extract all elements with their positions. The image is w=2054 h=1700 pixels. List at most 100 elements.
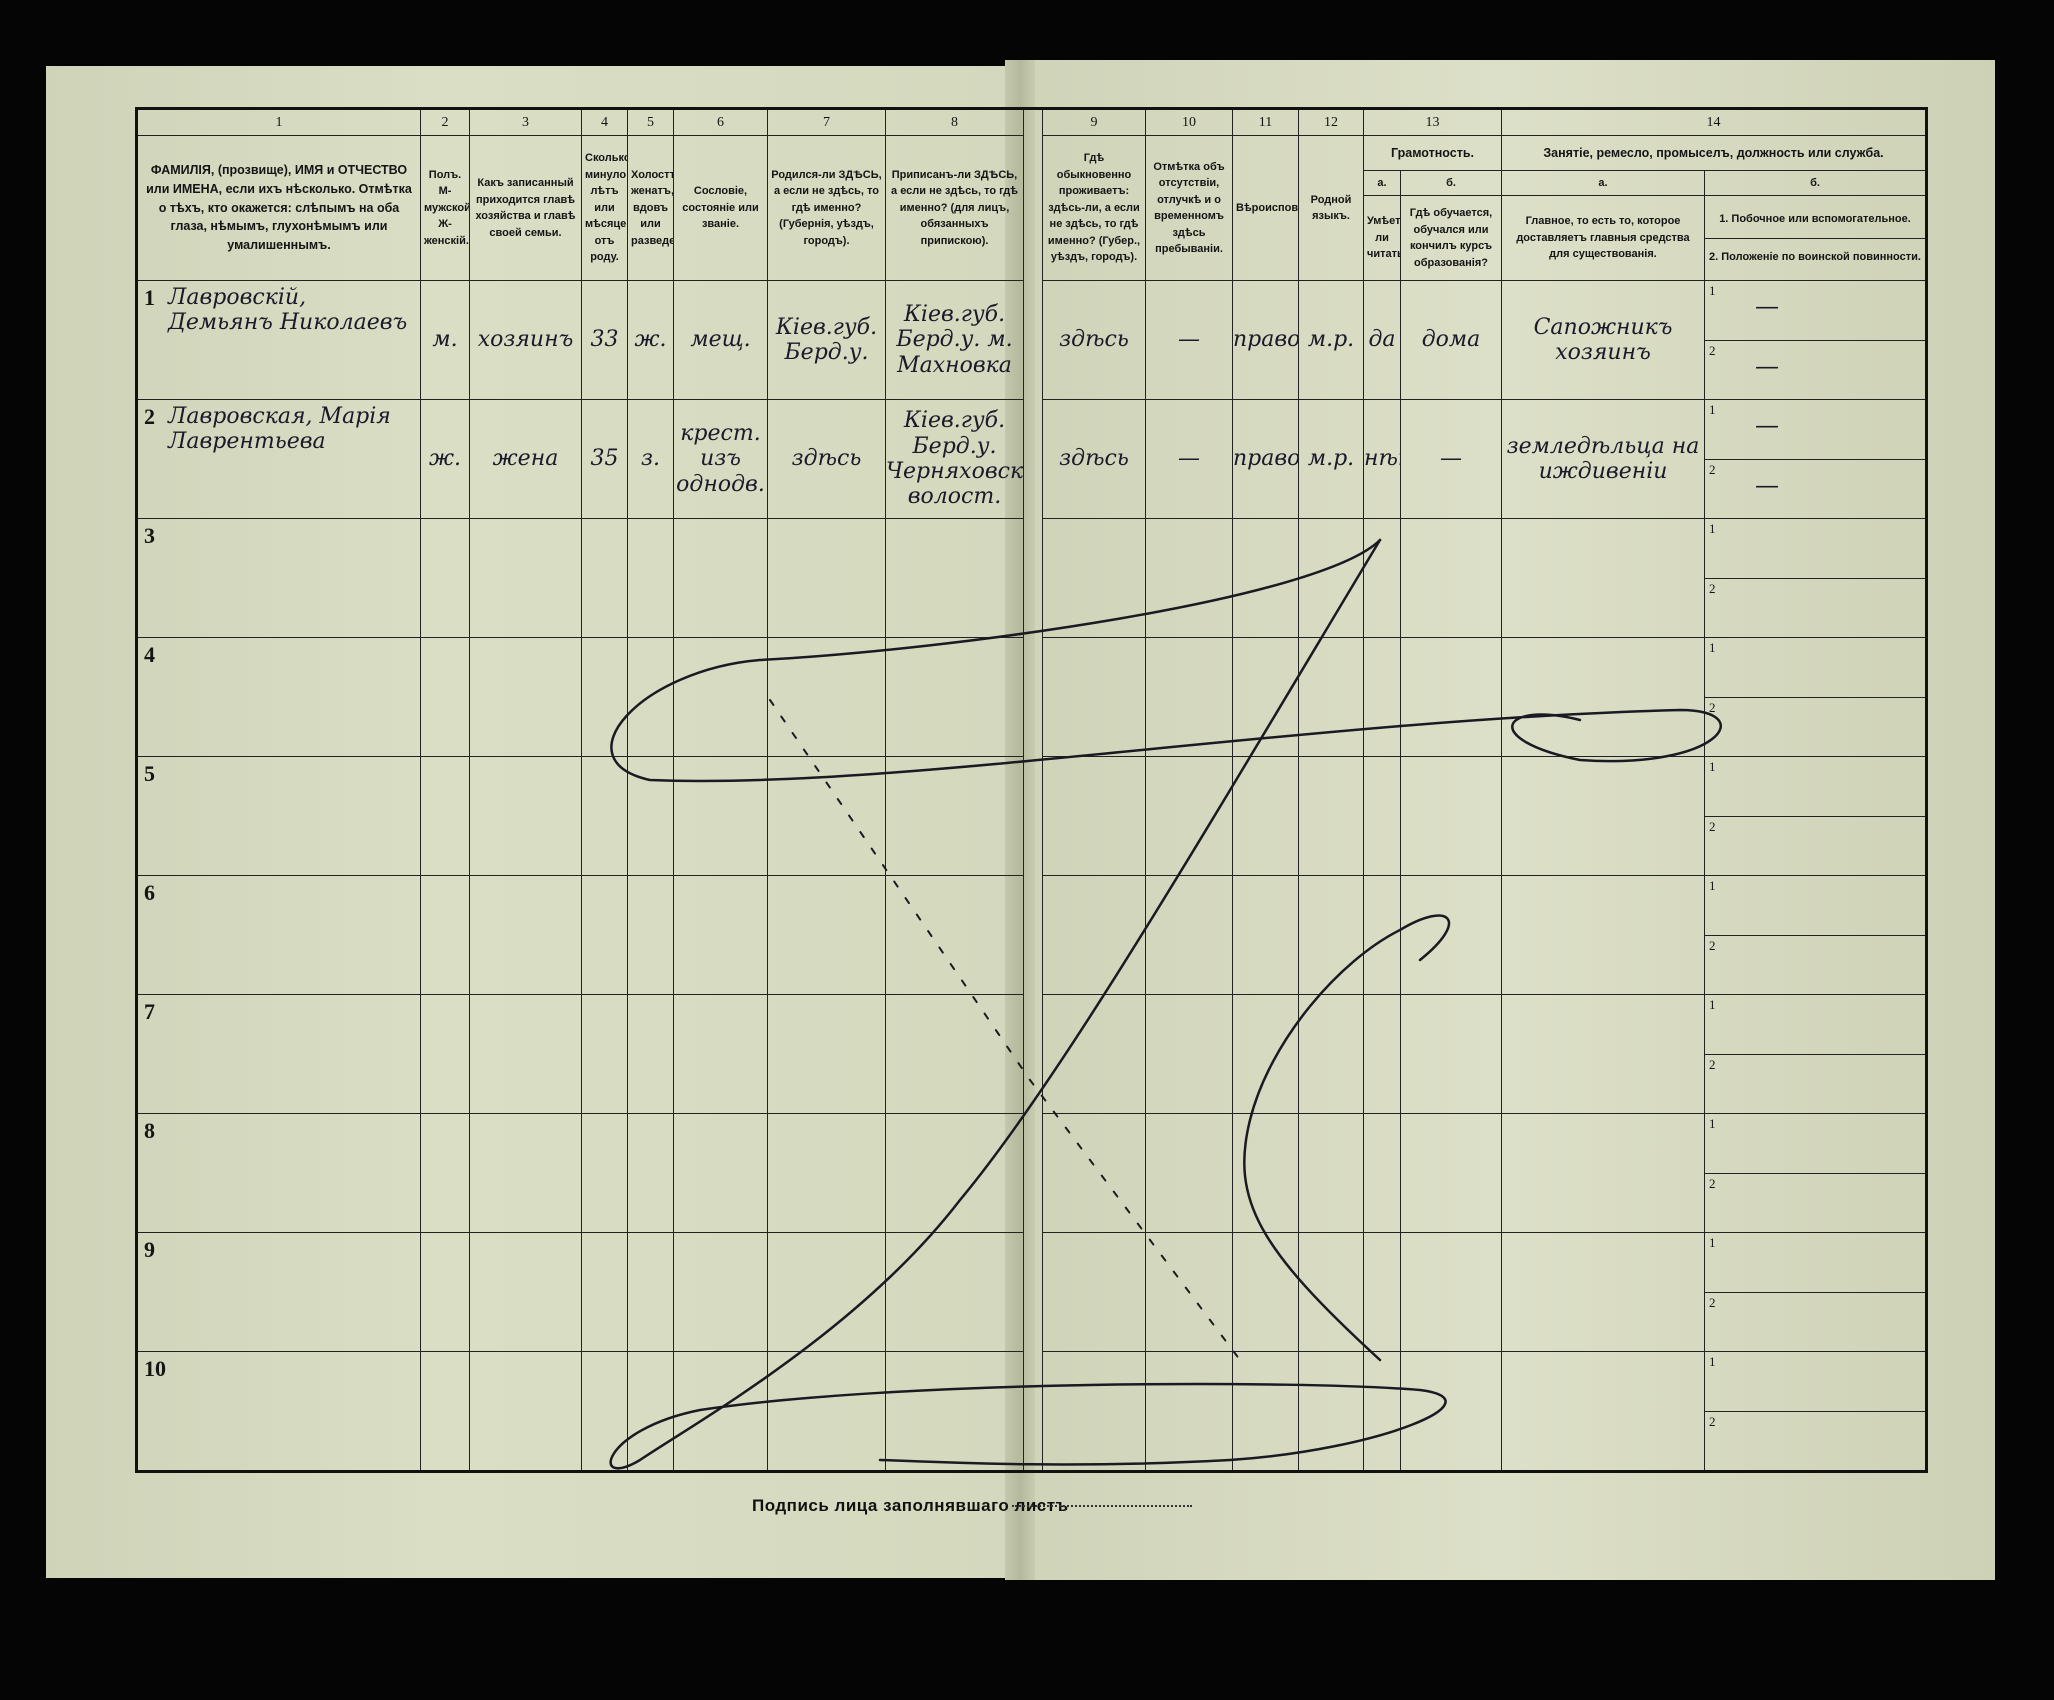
header-relation: Какъ записанный приходится главѣ хозяйст…	[469, 135, 582, 281]
cell-side-occupation-military: 1 2	[1704, 1232, 1927, 1352]
cell-education	[1400, 637, 1502, 757]
row-number: 4	[144, 642, 155, 667]
cell-registered	[885, 1232, 1024, 1352]
header-language: Родной языкъ.	[1298, 135, 1364, 281]
cell-sex	[420, 1113, 470, 1233]
cell-occupation-main	[1501, 756, 1705, 876]
cell-absence	[1145, 518, 1233, 638]
cell-registered	[885, 994, 1024, 1114]
header-marital: Холостъ, женатъ, вдовъ или разведенъ.	[627, 135, 674, 281]
row-number: 1	[144, 285, 155, 310]
header-birthplace: Родился-ли ЗДѢСЬ, а если не здѣсь, то гд…	[767, 135, 886, 281]
cell-education: дома	[1400, 280, 1502, 400]
cell-marital	[627, 637, 674, 757]
cell-birthplace	[767, 637, 886, 757]
cell-religion	[1232, 637, 1299, 757]
language-value: м.р.	[1307, 446, 1355, 472]
cell-birthplace	[767, 1351, 886, 1472]
cell-name: 2 Лавровская, Марія Лаврентьева	[136, 399, 421, 519]
subrow-label: 1	[1709, 759, 1716, 774]
subrow-label: 1	[1709, 283, 1716, 298]
header-can-read: Умѣетъ-ли читать?	[1363, 195, 1401, 281]
subrow-label: 2	[1709, 937, 1716, 953]
cell-side-occupation-military: 1 2	[1704, 637, 1927, 757]
gutter-column	[1023, 875, 1043, 995]
table-row: 2 Лавровская, Марія Лаврентьева ж. жена 35 з.…	[136, 399, 1927, 519]
cell-occupation-main	[1501, 637, 1705, 757]
header-registered: Приписанъ-ли ЗДѢСЬ, а если не здѣсь, то …	[885, 135, 1024, 281]
cell-estate	[673, 1351, 768, 1472]
cell-literate: да	[1363, 280, 1401, 400]
cell-religion: правосл.	[1232, 280, 1299, 400]
cell-marital	[627, 994, 674, 1114]
religion-value: правосл.	[1233, 446, 1298, 472]
sex-value: ж.	[428, 446, 461, 472]
cell-education: —	[1400, 399, 1502, 519]
registered-value: Кіев.губ. Берд.у. Черняховск. волост.	[886, 408, 1024, 510]
cell-side-occupation-military: 1 2	[1704, 875, 1927, 995]
subrow-label: 2	[1709, 1175, 1716, 1191]
gutter-column	[1023, 1232, 1043, 1352]
occupation-main-value: Сапожникъ хозяинъ	[1533, 314, 1673, 365]
cell-age	[581, 1232, 628, 1352]
row-number: 3	[144, 523, 155, 548]
relation-value: жена	[492, 446, 559, 472]
gutter-column	[1023, 1113, 1043, 1233]
cell-absence	[1145, 756, 1233, 876]
gutter-column	[1023, 756, 1043, 876]
table-row: 1 Лавровскій, Демьянъ Николаевъ м. хозяинъ 3…	[136, 280, 1927, 400]
table-row: 5 1 2	[136, 756, 1927, 876]
subrow-label: 2	[1709, 1294, 1716, 1310]
marital-value: з.	[641, 446, 660, 472]
header-occupation: Занятіе, ремесло, промыселъ, должность и…	[1501, 135, 1927, 171]
subrow-label: 2	[1709, 461, 1716, 477]
gutter-column	[1023, 399, 1043, 519]
cell-literate	[1363, 756, 1401, 876]
cell-religion	[1232, 994, 1299, 1114]
cell-estate	[673, 1232, 768, 1352]
cell-birthplace	[767, 1232, 886, 1352]
cell-residence	[1042, 518, 1146, 638]
cell-relation	[469, 1351, 582, 1472]
header-main-occupation: Главное, то есть то, которое доставляетъ…	[1501, 195, 1705, 281]
cell-age: 33	[581, 280, 628, 400]
cell-birthplace: здѣсь	[767, 399, 886, 519]
cell-literate: нѣтъ	[1363, 399, 1401, 519]
cell-occupation-main: Сапожникъ хозяинъ	[1501, 280, 1705, 400]
cell-relation	[469, 994, 582, 1114]
residence-value: здѣсь	[1059, 446, 1129, 472]
cell-side-occupation-military: 1 2	[1704, 518, 1927, 638]
header-age: Сколько минуло лѣтъ или мѣсяцевъ отъ род…	[581, 135, 628, 281]
table-row: 4 1 2	[136, 637, 1927, 757]
col-number: 9	[1042, 108, 1146, 136]
cell-education	[1400, 994, 1502, 1114]
cell-religion	[1232, 518, 1299, 638]
subrow-label: 2	[1709, 1413, 1716, 1429]
subrow-label: 1	[1709, 1116, 1716, 1131]
col-number: 4	[581, 108, 628, 136]
col-number: 6	[673, 108, 768, 136]
cell-occupation-main	[1501, 1113, 1705, 1233]
gutter-column	[1023, 994, 1043, 1114]
cell-birthplace	[767, 1113, 886, 1233]
cell-birthplace: Кіев.губ. Берд.у.	[767, 280, 886, 400]
subrow-label: 1	[1709, 402, 1716, 417]
table-row: 10 1 2	[136, 1351, 1927, 1472]
cell-literate	[1363, 518, 1401, 638]
col-number: 7	[767, 108, 886, 136]
gutter-column	[1023, 518, 1043, 638]
cell-occupation-main	[1501, 1232, 1705, 1352]
cell-literate	[1363, 875, 1401, 995]
cell-side-occupation-military: 1 2	[1704, 756, 1927, 876]
cell-absence	[1145, 637, 1233, 757]
row-number: 8	[144, 1118, 155, 1143]
row-number: 9	[144, 1237, 155, 1262]
cell-religion	[1232, 756, 1299, 876]
cell-language	[1298, 1351, 1364, 1472]
cell-estate	[673, 756, 768, 876]
cell-registered	[885, 875, 1024, 995]
cell-residence	[1042, 756, 1146, 876]
cell-religion: правосл.	[1232, 399, 1299, 519]
cell-estate	[673, 518, 768, 638]
cell-occupation-main	[1501, 994, 1705, 1114]
